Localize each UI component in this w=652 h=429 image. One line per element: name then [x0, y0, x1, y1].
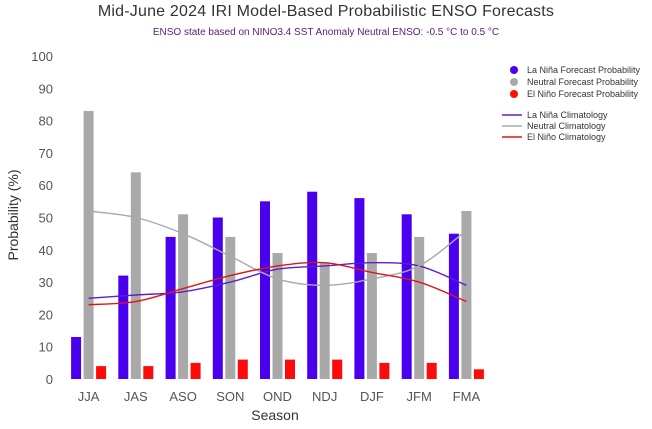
neutral-bar: [461, 211, 472, 379]
neutral-bar: [366, 253, 377, 379]
la-nina-bar: [401, 214, 412, 379]
neutral-bar: [319, 262, 330, 379]
y-tick-label: 70: [39, 146, 53, 161]
la-nina-climatology-line: [88, 261, 467, 299]
x-axis-title: Season: [251, 407, 298, 423]
legend-item-el-nino-forecast: El Niño Forecast Probability: [527, 89, 639, 99]
x-tick-label: ASO: [169, 389, 196, 404]
la-nina-bar: [118, 275, 129, 379]
y-tick-label: 10: [39, 340, 53, 355]
x-axis-ticks: JJA JAS ASO SON OND NDJ DJF JFM FMA: [78, 389, 481, 404]
legend-item-el-nino-climatology: El Niño Climatology: [527, 132, 606, 142]
x-tick-label: NDJ: [312, 389, 337, 404]
x-tick-label: OND: [263, 389, 292, 404]
neutral-bar: [272, 253, 283, 379]
y-tick-label: 100: [31, 49, 53, 64]
x-tick-label: JJA: [78, 389, 100, 404]
el-nino-bar: [379, 362, 390, 379]
x-tick-label: JAS: [124, 389, 148, 404]
x-tick-label: DJF: [360, 389, 384, 404]
bar-marks: [71, 110, 484, 380]
legend-item-la-nina-forecast: La Niña Forecast Probability: [527, 65, 641, 75]
legend-item-neutral-forecast: Neutral Forecast Probability: [527, 77, 639, 87]
el-nino-bar: [96, 366, 107, 379]
y-axis-ticks: 0 10 20 30 40 50 60 70 80 90 100: [31, 49, 53, 387]
la-nina-bar: [165, 236, 176, 379]
chart-title: Mid-June 2024 IRI Model-Based Probabilis…: [97, 3, 555, 20]
y-tick-label: 50: [39, 211, 53, 226]
el-nino-bar: [143, 366, 154, 379]
legend-swatch: [510, 78, 518, 86]
la-nina-bar: [354, 198, 365, 379]
legend-swatch: [510, 90, 518, 98]
neutral-bar: [178, 214, 189, 379]
el-nino-bar: [473, 369, 484, 379]
la-nina-bar: [448, 233, 459, 379]
el-nino-bar: [285, 359, 295, 379]
chart-subtitle: ENSO state based on NINO3.4 SST Anomaly …: [152, 27, 500, 38]
legend-item-neutral-climatology: Neutral Climatology: [527, 121, 606, 131]
x-tick-label: FMA: [453, 389, 481, 404]
el-nino-bar: [426, 362, 437, 379]
legend-swatch: [510, 66, 518, 74]
y-tick-label: 60: [39, 178, 53, 193]
neutral-bar: [414, 236, 425, 379]
el-nino-bar: [190, 362, 201, 379]
y-axis-title: Probability (%): [5, 169, 21, 260]
legend: La Niña Forecast Probability Neutral Fore…: [502, 65, 641, 142]
y-tick-label: 20: [39, 307, 53, 322]
x-tick-label: JFM: [407, 389, 432, 404]
neutral-climatology-line: [88, 210, 467, 287]
y-tick-label: 90: [39, 81, 53, 96]
y-tick-label: 40: [39, 243, 53, 258]
y-tick-label: 30: [39, 275, 53, 290]
neutral-bar: [225, 236, 236, 379]
y-tick-label: 0: [46, 372, 53, 387]
y-tick-label: 80: [39, 114, 53, 129]
la-nina-bar: [260, 201, 270, 379]
legend-item-la-nina-climatology: La Niña Climatology: [527, 110, 608, 120]
la-nina-bar: [212, 217, 223, 379]
x-tick-label: SON: [216, 389, 244, 404]
el-nino-bar: [237, 359, 248, 379]
neutral-bar: [83, 110, 94, 380]
climatology-lines: [88, 210, 467, 306]
neutral-bar: [130, 172, 141, 379]
la-nina-bar: [71, 337, 82, 379]
el-nino-climatology-line: [88, 261, 467, 306]
el-nino-bar: [332, 359, 343, 379]
